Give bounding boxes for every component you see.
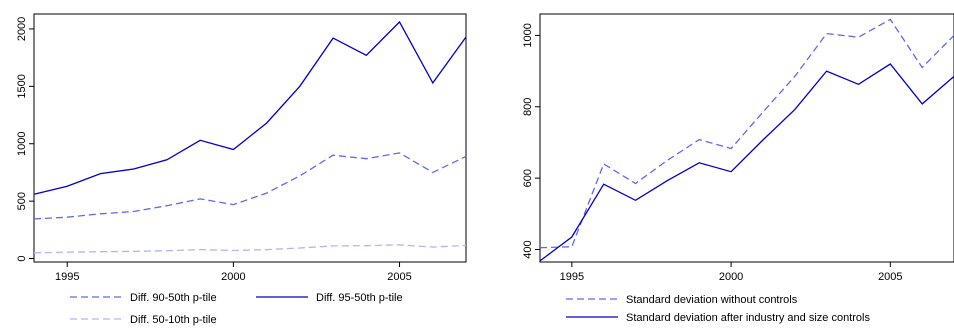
y-tick-label: 400 (522, 240, 534, 258)
y-tick-label: 2000 (16, 17, 28, 41)
right-chart-panel: 1995 2000 2005 400 600 800 1000 Standard deviat… (522, 13, 954, 324)
plot-frame (33, 13, 467, 263)
series-line-1 (539, 18, 954, 249)
x-tick-label: 2000 (719, 271, 743, 283)
y-tick-label: 500 (16, 192, 28, 210)
legend-label: Standard deviation without controls (626, 294, 798, 306)
series-line-2 (539, 63, 954, 262)
plot-frame (539, 13, 954, 263)
series-line-3 (33, 244, 467, 254)
legend-label: Standard deviation after industry and si… (626, 312, 870, 324)
legend-label: Diff. 50-10th p-tile (130, 314, 217, 326)
series-line-2 (33, 20, 467, 195)
y-tick-label: 600 (522, 169, 534, 187)
y-tick-label: 1500 (16, 74, 28, 98)
left-chart-panel: 1995 2000 2005 0 500 1000 1500 2000 Diff. 90-50t… (16, 13, 467, 326)
y-tick-label: 0 (16, 255, 28, 261)
y-tick-label: 1000 (522, 23, 534, 47)
x-tick-label: 2000 (221, 271, 245, 283)
y-tick-label: 1000 (16, 131, 28, 155)
x-tick-label: 2005 (878, 271, 902, 283)
x-tick-label: 2005 (387, 271, 411, 283)
series-line-1 (33, 152, 467, 220)
x-tick-label: 1995 (560, 271, 584, 283)
y-tick-label: 800 (522, 98, 534, 116)
legend-label: Diff. 90-50th p-tile (130, 292, 217, 304)
x-tick-label: 1995 (55, 271, 79, 283)
legend-label: Diff. 95-50th p-tile (316, 292, 403, 304)
